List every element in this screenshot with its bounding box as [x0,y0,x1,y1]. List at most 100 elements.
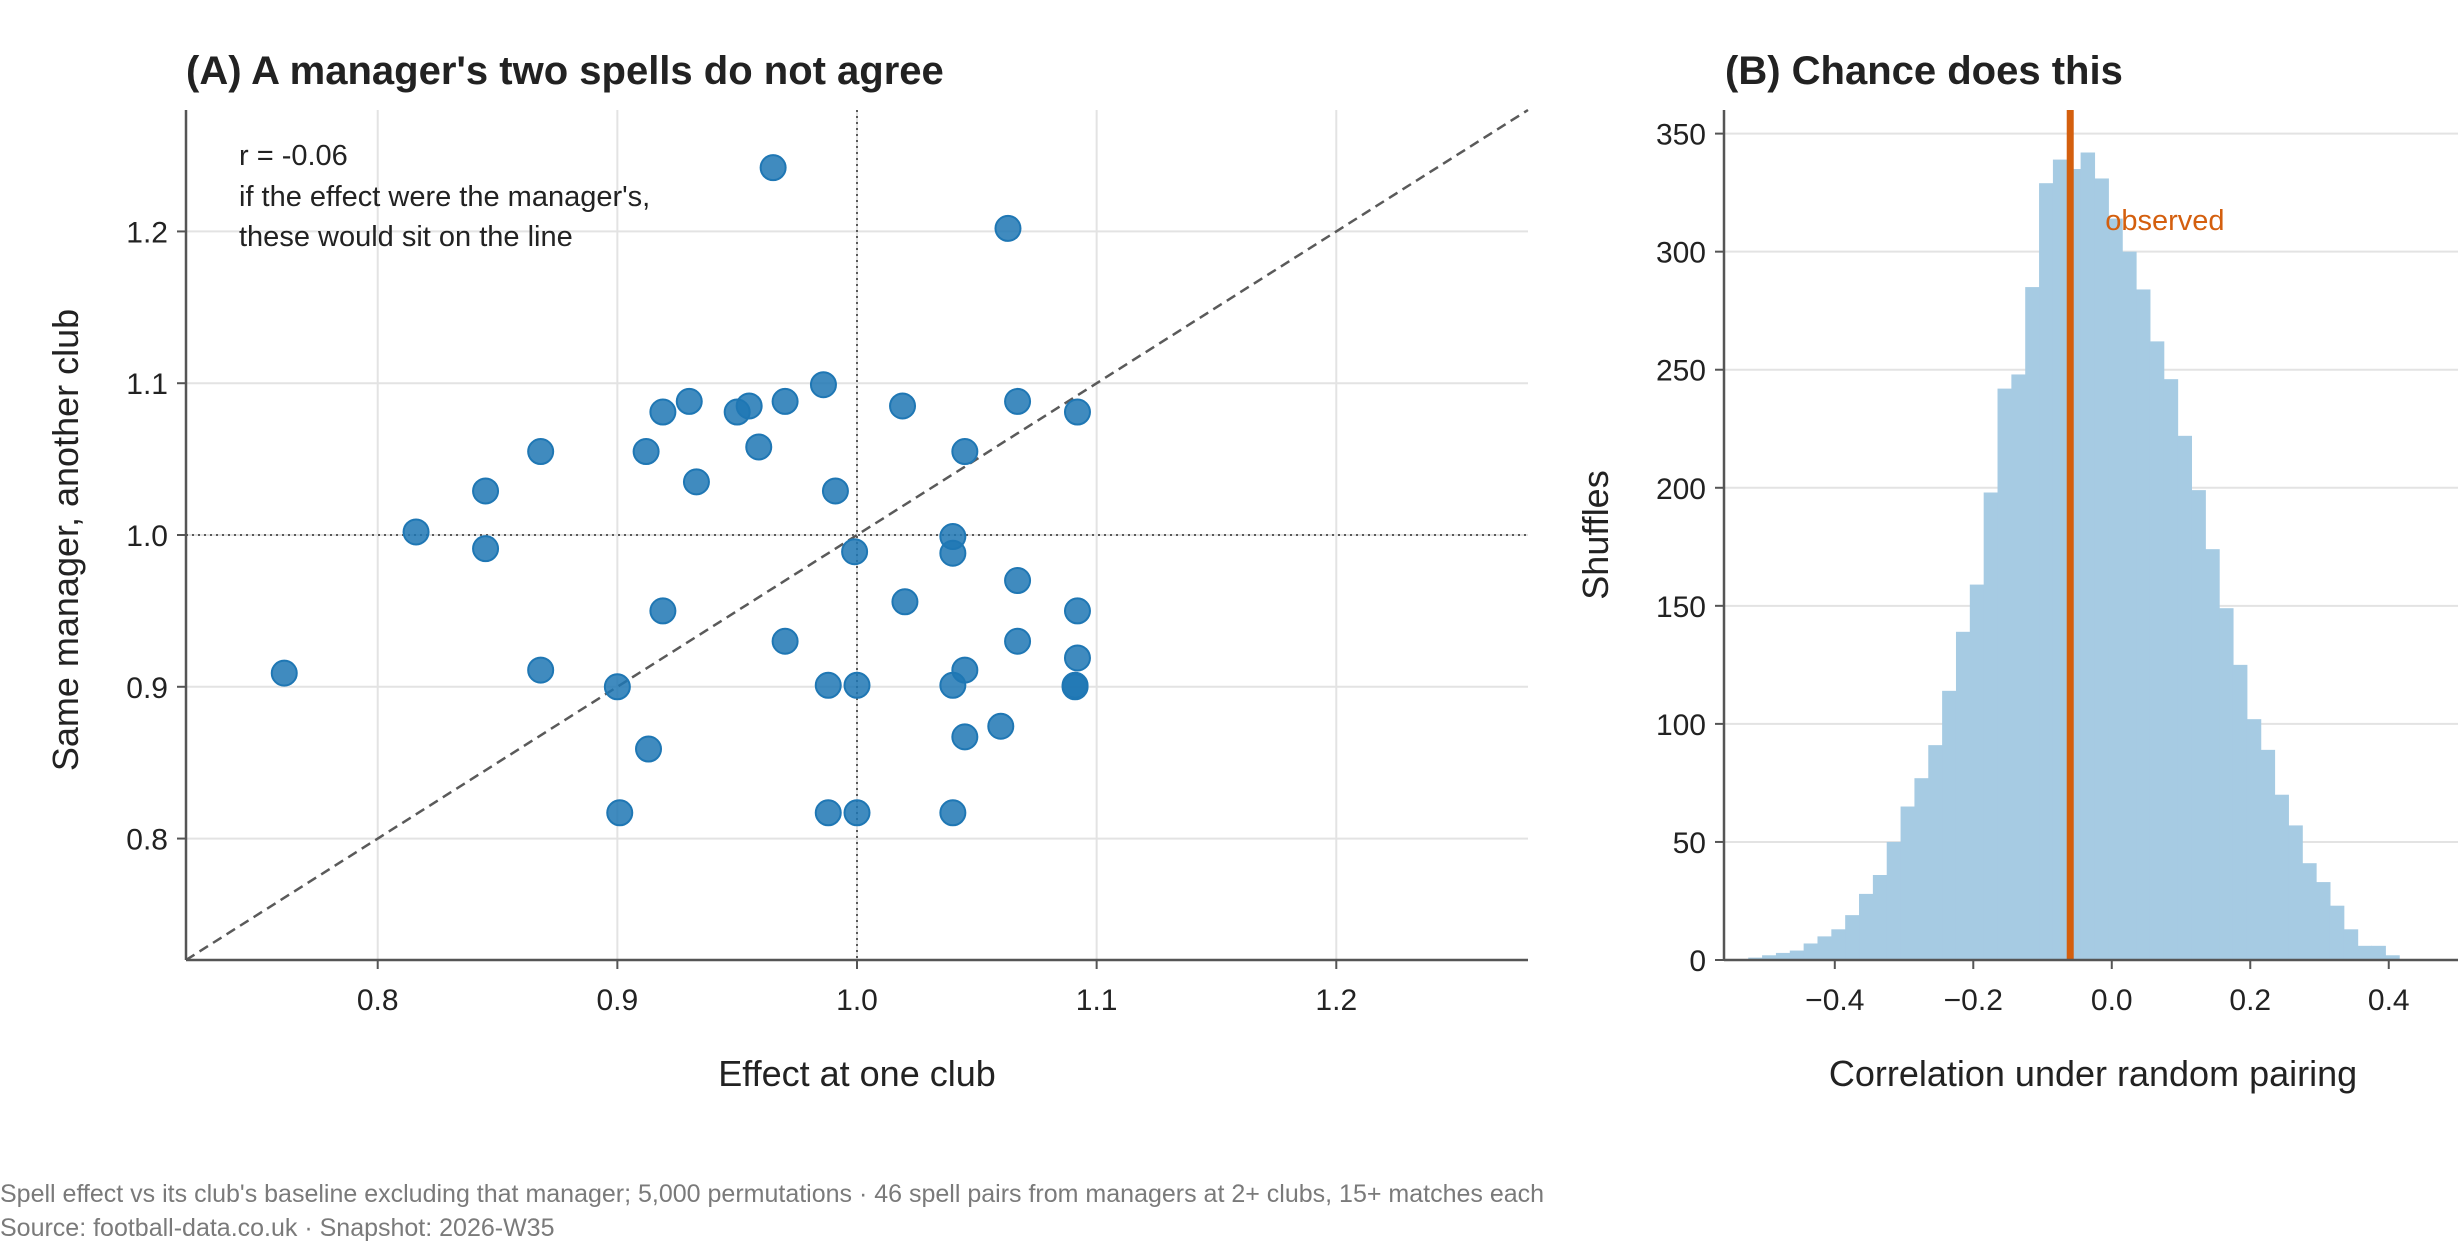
histogram-bar [1789,950,1805,960]
data-point [891,588,919,616]
observed-marker: observed [2066,110,2225,960]
data-point [635,735,663,763]
x-tick-label: 1.2 [1315,984,1357,1017]
data-point [402,518,430,546]
data-point [606,799,634,827]
histogram-bar [2011,374,2026,960]
y-tick-label: 100 [1656,709,1706,742]
data-point [939,539,967,567]
histogram-bar [2357,945,2373,960]
histogram-bar [2080,152,2096,960]
histogram-bar [2232,664,2248,960]
y-tick-label: 1.0 [126,520,168,553]
histogram-bar [1831,929,1846,960]
data-point [1063,398,1091,426]
data-point [603,673,631,701]
histogram-bar [2025,287,2040,960]
caption-source-note: Source: football-data.co.uk · Snapshot: … [0,1214,555,1242]
histogram-bar [2177,435,2193,960]
histogram-bar [1942,690,1957,960]
figure: 0.8 0.9 1.0 1.1 1.2 0.8 0.9 1.0 1.1 1.2 (A) A man… [45,49,2458,1094]
histogram-x-axis-label: Correlation under random pairing [1829,1053,2357,1094]
data-point [951,723,979,751]
histogram-bar [2288,825,2303,960]
data-point [649,597,677,625]
y-tick-label: 350 [1656,119,1706,152]
x-tick-label: −0.4 [1805,984,1864,1017]
data-point [951,438,979,466]
data-point [649,398,677,426]
data-point [1061,671,1089,699]
data-point [472,535,500,563]
x-tick-label: 0.0 [2091,984,2133,1017]
data-point [682,468,710,496]
data-point [843,799,871,827]
histogram-bar [1928,745,1943,960]
line-note-annotation-2: these would sit on the line [239,221,573,253]
histogram-bar [1997,388,2012,961]
scatter-title: (A) A manager's two spells do not agree [186,49,944,93]
x-tick-label: 0.8 [357,984,399,1017]
data-point [1004,567,1032,595]
data-point [527,438,555,466]
data-point [527,656,555,684]
x-tick-label: 1.1 [1076,984,1118,1017]
histogram-bar [1983,492,1999,960]
histogram-bar [1969,584,1985,960]
histogram-bar [2274,794,2289,960]
y-tick-label: 150 [1656,591,1706,624]
histogram-bar [2246,719,2262,960]
y-tick-label: 1.2 [126,216,168,249]
data-point [814,799,842,827]
histogram-bar [1845,915,1860,960]
scatter-x-axis-label: Effect at one club [718,1053,996,1094]
histogram-bar [2302,863,2317,960]
histogram-bars [1748,152,2400,961]
histogram-title: (B) Chance does this [1725,49,2123,93]
histogram-bar [2108,218,2123,961]
data-point [821,477,849,505]
histogram-bar [2191,490,2206,960]
y-tick-label: 1.1 [126,368,168,401]
correlation-annotation: r = -0.06 [239,140,348,172]
data-point [632,438,660,466]
histogram-bar [2163,379,2179,961]
data-point [759,154,787,182]
histogram-bar [2385,955,2400,960]
data-point [843,671,871,699]
identity-diagonal-line [185,108,1529,962]
y-tick-label: 50 [1673,827,1706,860]
histogram-bar [2052,159,2068,961]
data-point [771,627,799,655]
histogram-bar [1955,631,1971,960]
scatter-ticks: 0.8 0.9 1.0 1.1 1.2 0.8 0.9 1.0 1.1 1.2 [126,216,1357,1017]
histogram-bar [1817,936,1832,960]
histogram-panel: observed 0 50 100 150 200 250 300 350 −0.4 −0.2 0.… [1575,49,2458,1094]
x-tick-label: 0.4 [2368,984,2410,1017]
data-point [809,371,837,399]
y-tick-label: 0 [1689,945,1706,978]
data-point [1063,644,1091,672]
histogram-bar [1872,875,1888,960]
y-tick-label: 200 [1656,473,1706,506]
data-point [889,392,917,420]
histogram-bar [2371,945,2386,960]
data-point [951,656,979,684]
histogram-bar [2039,183,2054,960]
data-point [1004,627,1032,655]
histogram-bar [1900,806,1916,960]
histogram-bar [1762,955,1777,960]
histogram-bar [2329,905,2345,960]
y-tick-label: 0.8 [126,824,168,857]
data-point [675,387,703,415]
data-point [472,477,500,505]
scatter-annotation: r = -0.06 if the effect were the manager… [239,140,650,253]
data-point [771,387,799,415]
histogram-bar [1886,841,1902,960]
histogram-bar [2343,929,2359,960]
histogram-bar [1859,893,1874,960]
histogram-bar [2219,608,2234,960]
scatter-gridlines [186,110,1528,960]
data-point [939,799,967,827]
data-point [745,433,773,461]
